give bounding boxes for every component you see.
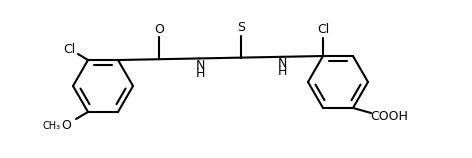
Text: COOH: COOH xyxy=(370,110,408,124)
Text: Cl: Cl xyxy=(63,43,75,55)
Text: N: N xyxy=(195,59,205,72)
Text: H: H xyxy=(278,65,287,78)
Text: O: O xyxy=(154,23,164,36)
Text: CH₃: CH₃ xyxy=(43,121,61,131)
Text: N: N xyxy=(278,57,287,70)
Text: S: S xyxy=(237,21,245,34)
Text: O: O xyxy=(61,119,71,132)
Text: H: H xyxy=(195,67,205,80)
Text: Cl: Cl xyxy=(317,23,329,36)
